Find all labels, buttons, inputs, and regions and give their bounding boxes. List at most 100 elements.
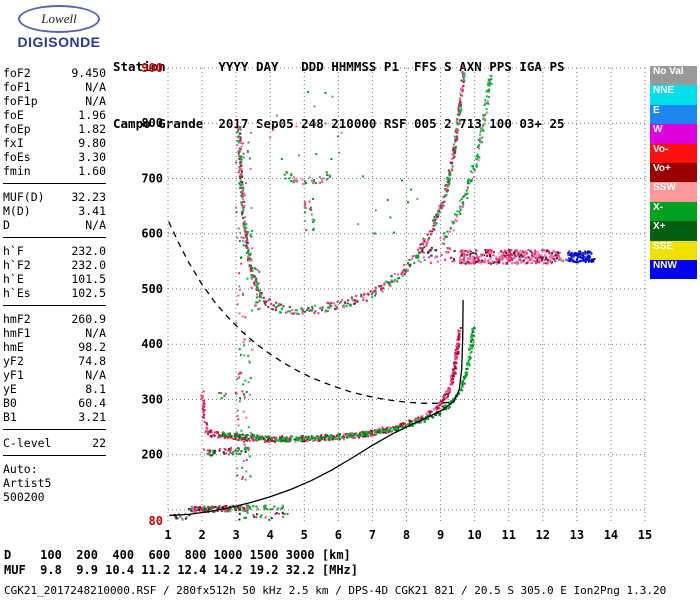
param-group: MUF(D) 32.23 M(D) 3.41 D N/A — [3, 190, 106, 232]
param-row-artist5: Artist5 — [3, 476, 106, 490]
param-row-hmf1: hmF1 N/A — [3, 326, 106, 340]
legend-item-vo: Vo+ — [650, 162, 697, 183]
param-value: N/A — [85, 80, 106, 94]
svg-text:600: 600 — [141, 227, 163, 241]
panel-separator — [3, 305, 106, 306]
series-second-order-f-trace — [236, 66, 466, 315]
param-label: fxI — [3, 136, 24, 150]
param-value: 8.1 — [85, 382, 106, 396]
param-value: 3.21 — [78, 410, 106, 424]
param-row-d: D N/A — [3, 218, 106, 232]
param-label: h`Es — [3, 286, 31, 300]
header-line-2: Campo Grande 2017 Sep05 248 210000 RSF 0… — [113, 116, 565, 131]
legend-item-nnw: NNW — [650, 259, 697, 280]
svg-text:14: 14 — [604, 528, 618, 542]
param-row-yf2: yF2 74.8 — [3, 354, 106, 368]
series-f-trace-extraordinary — [220, 326, 476, 443]
param-value: 3.41 — [78, 204, 106, 218]
param-row-foes: foEs 3.30 — [3, 150, 106, 164]
series-second-order-x-trace — [439, 74, 493, 245]
param-row-yf1: yF1 N/A — [3, 368, 106, 382]
param-group: Auto: Artist5 500200 — [3, 462, 106, 504]
legend-item-e: E — [650, 104, 697, 125]
param-label: yF1 — [3, 368, 24, 382]
svg-text:11: 11 — [501, 528, 515, 542]
param-value: 3.30 — [78, 150, 106, 164]
param-row-md: M(D) 3.41 — [3, 204, 106, 218]
logo-digisonde-text: DIGISONDE — [17, 34, 101, 50]
param-value: 60.4 — [78, 396, 106, 410]
svg-text:9: 9 — [437, 528, 444, 542]
svg-text:6: 6 — [335, 528, 342, 542]
param-label: hmE — [3, 340, 24, 354]
series-es-second-order — [203, 446, 250, 457]
param-group: h`F 232.0 h`F2 232.0 h`E 101.5 h`Es 102.5 — [3, 244, 106, 300]
muf-row: MUF 9.8 9.9 10.4 11.2 12.4 14.2 19.2 32.… — [4, 563, 359, 577]
param-group: hmF2 260.9 hmF1 N/A hmE 98.2 yF2 74.8 yF1 N/A yE 8.… — [3, 312, 106, 424]
param-label: hmF2 — [3, 312, 31, 326]
param-value: 1.60 — [78, 164, 106, 178]
series-mid-scatter-right — [357, 175, 419, 235]
param-row-fxi: fxI 9.80 — [3, 136, 106, 150]
param-group: foF2 9.450 foF1 N/A foF1p N/A foE 1.96 foEp 1.82 f… — [3, 66, 106, 178]
param-value: 98.2 — [78, 340, 106, 354]
svg-text:13: 13 — [570, 528, 584, 542]
param-row-foe: foE 1.96 — [3, 108, 106, 122]
direction-legend: No Val NNE E W Vo- Vo+ SSW X- X+ SSE NNW — [650, 66, 697, 280]
svg-text:700: 700 — [141, 171, 163, 185]
param-label: hmF1 — [3, 326, 31, 340]
param-label: fmin — [3, 164, 31, 178]
svg-text:7: 7 — [369, 528, 376, 542]
param-label: yE — [3, 382, 17, 396]
param-value: 9.450 — [71, 66, 106, 80]
param-label: D — [3, 218, 10, 232]
param-row-auto: Auto: — [3, 462, 106, 476]
param-value: 232.0 — [71, 258, 106, 272]
legend-item-x: X+ — [650, 221, 697, 241]
svg-text:900: 900 — [141, 61, 163, 75]
param-row-hf: h`F 232.0 — [3, 244, 106, 258]
series-top-scatter-left — [260, 91, 343, 161]
param-row-ye: yE 8.1 — [3, 382, 106, 396]
param-value: 22 — [92, 436, 106, 450]
param-row-b0: B0 60.4 — [3, 396, 106, 410]
param-value: N/A — [85, 218, 106, 232]
svg-text:500: 500 — [141, 282, 163, 296]
legend-item-ssw: SSW — [650, 182, 697, 202]
param-label: foEp — [3, 122, 31, 136]
series-es-trace-extension — [248, 504, 284, 511]
series-third-order-trace — [283, 170, 331, 185]
svg-text:15: 15 — [638, 528, 652, 542]
param-row-hes: h`Es 102.5 — [3, 286, 106, 300]
legend-item-noval: No Val — [650, 66, 697, 86]
param-label: C-level — [3, 436, 52, 450]
param-label: foF1 — [3, 80, 31, 94]
param-label: B1 — [3, 410, 17, 424]
param-value: 102.5 — [71, 286, 106, 300]
series-f-trace-left-branch — [200, 390, 209, 430]
param-value: 1.82 — [78, 122, 106, 136]
param-value: N/A — [85, 368, 106, 382]
param-row-500200: 500200 — [3, 490, 106, 504]
svg-text:8: 8 — [403, 528, 410, 542]
legend-item-vo: Vo- — [650, 143, 697, 163]
svg-text:800: 800 — [141, 116, 163, 130]
panel-separator — [3, 429, 106, 430]
series-spread-f-band — [459, 248, 561, 265]
param-row-hmf2: hmF2 260.9 — [3, 312, 106, 326]
lowell-digisonde-logo: Lowell DIGISONDE — [8, 5, 110, 50]
series-bottom-noise-mid — [238, 511, 289, 521]
param-label: yF2 — [3, 354, 24, 368]
series-es-third-order — [218, 391, 248, 400]
param-value: N/A — [85, 94, 106, 108]
panel-separator — [3, 183, 106, 184]
series-spread-cluster-5mhz — [303, 198, 316, 231]
svg-text:10: 10 — [467, 528, 481, 542]
param-row-fof1: foF1 N/A — [3, 80, 106, 94]
param-value: 74.8 — [78, 354, 106, 368]
param-group: C-level 22 — [3, 436, 106, 450]
svg-text:5: 5 — [301, 528, 308, 542]
